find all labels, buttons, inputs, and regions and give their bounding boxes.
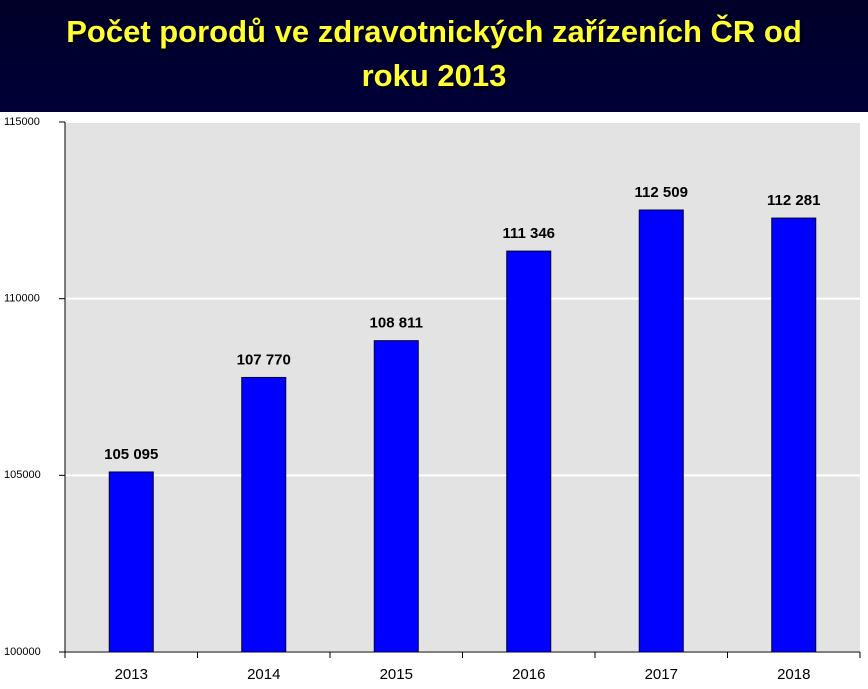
x-tick-label: 2015: [380, 666, 413, 683]
value-label: 108 811: [370, 315, 423, 332]
x-tick-label: 2013: [115, 666, 148, 683]
chart-title: Počet porodů ve zdravotnických zařízeníc…: [66, 14, 802, 93]
x-tick-label: 2014: [247, 666, 280, 683]
x-tick-label: 2016: [512, 666, 545, 683]
value-label: 111 346: [502, 225, 555, 242]
plot-area: [65, 122, 860, 652]
bar: [373, 340, 419, 653]
bar: [241, 376, 287, 653]
y-tick-label: 115000: [4, 116, 40, 128]
x-tick-label: 2017: [645, 666, 678, 683]
value-label: 105 095: [104, 446, 158, 463]
bar: [108, 471, 154, 653]
y-tick-label: 100000: [4, 646, 41, 658]
bar: [638, 209, 684, 653]
y-tick-label: 105000: [4, 469, 41, 481]
value-label: 107 770: [237, 351, 291, 368]
bar: [506, 250, 552, 653]
y-tick-label: 110000: [4, 293, 40, 305]
x-tick-label: 2018: [777, 666, 810, 683]
bar: [771, 217, 817, 653]
value-label: 112 509: [635, 184, 688, 201]
value-label: 112 281: [767, 192, 820, 209]
